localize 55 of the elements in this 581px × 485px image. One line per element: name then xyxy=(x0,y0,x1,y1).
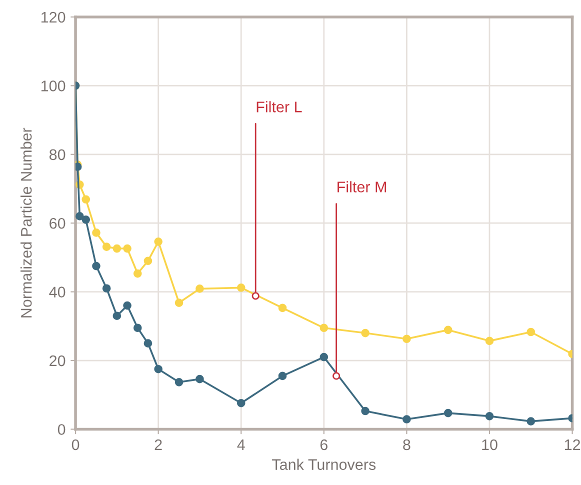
point xyxy=(76,212,84,220)
y-tick-label: 0 xyxy=(58,424,66,435)
point xyxy=(402,334,411,344)
x-tick-label: 4 xyxy=(237,440,245,450)
y-axis-title: Normalized Particle Number xyxy=(20,128,32,318)
x-tick-label: 0 xyxy=(72,439,80,450)
point xyxy=(133,324,142,332)
point xyxy=(123,301,132,310)
y-tick-label: 20 xyxy=(50,355,66,366)
annotation: Filter L xyxy=(256,101,302,112)
point xyxy=(485,412,494,420)
point xyxy=(92,228,100,237)
x-tick-label: 12 xyxy=(564,439,580,450)
point xyxy=(144,256,152,266)
point xyxy=(144,339,152,348)
point xyxy=(196,374,204,384)
point xyxy=(320,324,328,332)
x-axis-title: Tank Turnovers xyxy=(272,458,376,470)
point xyxy=(102,242,111,251)
point xyxy=(402,415,411,424)
point xyxy=(278,372,287,380)
x-tick-label: 10 xyxy=(482,439,498,450)
point xyxy=(278,304,287,312)
x-tick-label: 6 xyxy=(320,439,328,450)
point xyxy=(112,312,122,320)
annotation: Filter M xyxy=(338,181,386,192)
point xyxy=(102,284,111,293)
point xyxy=(82,215,90,224)
point xyxy=(133,269,142,278)
point xyxy=(82,195,90,204)
point xyxy=(236,284,246,292)
point xyxy=(526,328,536,336)
point xyxy=(196,284,204,293)
point xyxy=(485,336,494,346)
x-tick-label: 8 xyxy=(403,439,410,450)
y-tick-label: 60 xyxy=(50,218,66,229)
point xyxy=(174,378,184,386)
point xyxy=(444,326,452,334)
point xyxy=(154,364,162,374)
point xyxy=(92,262,100,270)
point xyxy=(112,244,122,253)
point xyxy=(154,237,162,246)
y-tick-label: 40 xyxy=(49,286,66,298)
y-tick-label: 100 xyxy=(41,80,66,92)
y-tick-label: 80 xyxy=(49,149,66,160)
point xyxy=(123,244,132,253)
point xyxy=(444,408,452,418)
x-tick-label: 2 xyxy=(154,439,162,450)
point xyxy=(236,398,246,408)
y-tick-label: 120 xyxy=(41,12,66,23)
point xyxy=(174,298,184,307)
point xyxy=(361,406,370,416)
point xyxy=(361,328,370,338)
point xyxy=(526,417,536,426)
point xyxy=(320,352,328,362)
